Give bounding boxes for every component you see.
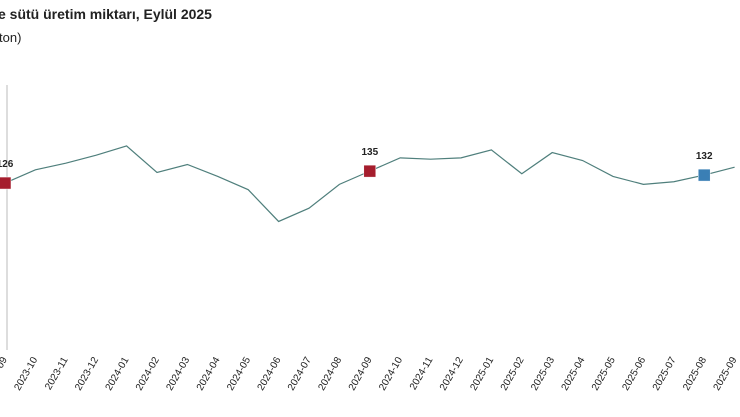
x-tick-label: 2024-10 <box>377 355 405 393</box>
x-tick-label: 2024-05 <box>225 355 253 393</box>
marker <box>363 164 377 178</box>
x-tick-label: 2025-09 <box>712 355 740 393</box>
chart-title: e sütü üretim miktarı, Eylül 2025 <box>0 6 212 22</box>
x-tick-label: 2024-09 <box>347 355 375 393</box>
x-tick-label: 2023-11 <box>43 355 71 392</box>
marker <box>697 168 711 182</box>
x-tick-label: 2025-08 <box>681 355 709 393</box>
x-tick-label: 2024-07 <box>286 355 314 393</box>
x-tick-label: 2025-06 <box>620 355 648 393</box>
x-tick-label: 2023-09 <box>0 355 10 393</box>
data-label: 135 <box>361 147 378 158</box>
x-tick-label: 2024-12 <box>438 355 466 393</box>
x-tick-label: 2023-10 <box>12 355 40 393</box>
x-tick-label: 2025-01 <box>468 355 496 393</box>
x-tick-label: 2024-06 <box>256 355 284 393</box>
x-tick-label: 2025-07 <box>651 355 679 393</box>
x-tick-label: 2023-12 <box>73 355 101 393</box>
data-label: 126 <box>0 159 14 170</box>
x-tick-label: 2024-03 <box>164 355 192 393</box>
marker <box>0 176 12 190</box>
x-tick-label: 2025-05 <box>590 355 618 393</box>
chart-subtitle: ton) <box>0 30 21 45</box>
x-tick-label: 2024-01 <box>104 355 132 393</box>
x-tick-label: 2025-03 <box>529 355 557 393</box>
x-tick-label: 2025-04 <box>560 355 588 393</box>
data-label: 132 <box>696 151 713 162</box>
x-tick-label: 2024-02 <box>134 355 162 393</box>
x-tick-label: 2024-04 <box>195 355 223 393</box>
x-tick-label: 2024-08 <box>316 355 344 393</box>
x-tick-label: 2025-02 <box>499 355 527 393</box>
x-tick-label: 2024-11 <box>408 355 436 392</box>
